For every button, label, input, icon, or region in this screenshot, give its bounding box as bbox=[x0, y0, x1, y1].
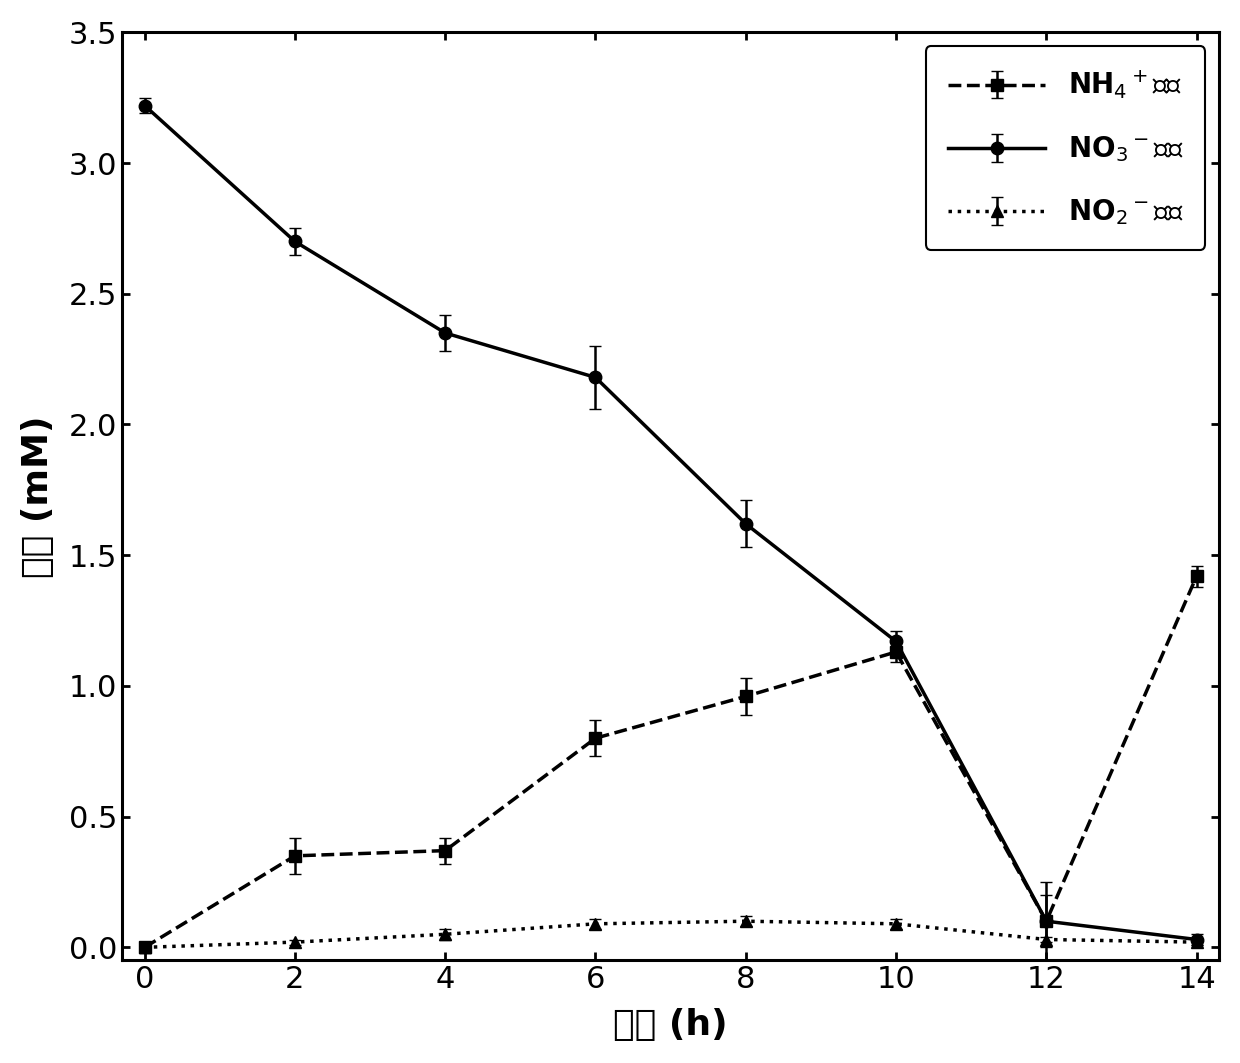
Legend: NH$_4$$^+$产生, NO$_3$$^-$还原, NO$_2$$^-$产生: NH$_4$$^+$产生, NO$_3$$^-$还原, NO$_2$$^-$产生 bbox=[926, 46, 1205, 250]
X-axis label: 时间 (h): 时间 (h) bbox=[614, 1008, 728, 1042]
Y-axis label: 浓度 (mM): 浓度 (mM) bbox=[21, 416, 55, 577]
